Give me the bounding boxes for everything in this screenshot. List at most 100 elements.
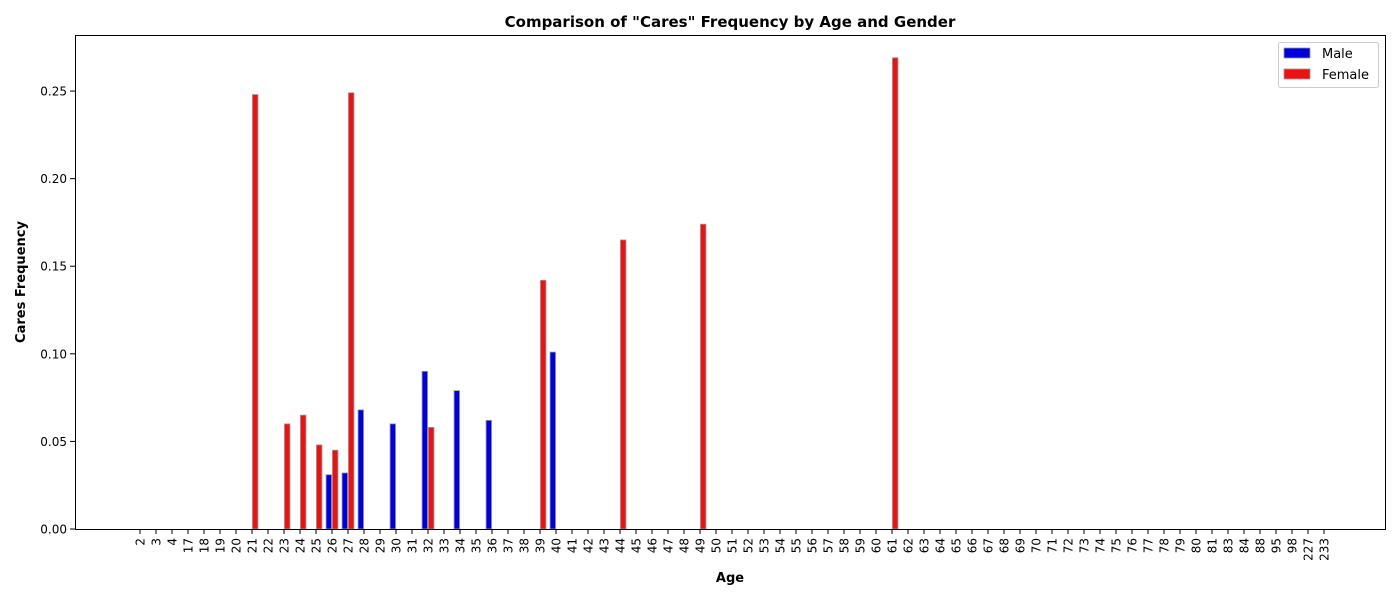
x-tick-label: 77: [1142, 538, 1156, 553]
female-bar-23: [284, 423, 291, 530]
y-tick-label: 0.15: [40, 260, 67, 274]
x-tick-label: 63: [918, 538, 932, 553]
x-tick-label: 17: [182, 538, 196, 553]
x-tick-label: 98: [1286, 538, 1300, 553]
chart-title: Comparison of "Cares" Frequency by Age a…: [505, 13, 956, 31]
x-tick-label: 33: [438, 538, 452, 553]
x-tick-label: 27: [342, 538, 356, 553]
x-tick-label: 65: [950, 538, 964, 553]
x-tick-label: 81: [1206, 538, 1220, 553]
x-tick-label: 45: [630, 538, 644, 553]
female-bar-32: [428, 426, 435, 530]
x-tick-label: 73: [1078, 538, 1092, 553]
x-tick-label: 24: [294, 538, 308, 553]
x-tick-label: 75: [1110, 538, 1124, 553]
x-tick-label: 44: [614, 538, 628, 553]
x-tick-label: 23: [278, 538, 292, 553]
x-tick-label: 67: [982, 538, 996, 553]
x-tick-label: 38: [518, 538, 532, 553]
x-tick-label: 84: [1238, 538, 1252, 553]
x-tick-label: 78: [1158, 538, 1172, 553]
x-tick-label: 68: [998, 538, 1012, 553]
y-tick-label: 0.05: [40, 435, 67, 449]
x-tick-label: 35: [470, 538, 484, 553]
x-tick-label: 66: [966, 538, 980, 553]
x-tick-label: 59: [854, 538, 868, 553]
male-bar-28: [357, 409, 364, 530]
x-tick-label: 60: [870, 538, 884, 553]
y-tick-label: 0.10: [40, 347, 67, 361]
male-bar-40: [549, 351, 556, 530]
x-tick-label: 32: [422, 538, 436, 553]
x-tick-label: 79: [1174, 538, 1188, 553]
x-tick-label: 21: [246, 538, 260, 553]
x-tick-label: 53: [758, 538, 772, 553]
female-bar-49: [700, 223, 707, 530]
x-tick-label: 51: [726, 538, 740, 553]
x-tick-label: 88: [1254, 538, 1268, 553]
x-tick-label: 26: [326, 538, 340, 553]
x-tick-label: 61: [886, 538, 900, 553]
plot-frame: [75, 35, 1386, 530]
x-tick-label: 43: [598, 538, 612, 553]
y-ticks: 0.00 0.05 0.10 0.15 0.20 0.25: [40, 85, 75, 537]
x-tick-label: 74: [1094, 538, 1108, 553]
legend-label-female: Female: [1322, 68, 1369, 83]
x-tick-label: 64: [934, 538, 948, 553]
bars-layer: [252, 57, 899, 530]
x-tick-label: 31: [406, 538, 420, 553]
x-tick-label: 80: [1190, 538, 1204, 553]
female-bar-26: [332, 449, 339, 530]
x-tick-label: 95: [1270, 538, 1284, 553]
female-bar-21: [252, 94, 259, 530]
female-bar-61: [892, 57, 899, 530]
x-tick-label: 18: [198, 538, 212, 553]
legend-swatch-male: [1283, 47, 1311, 59]
y-tick-label: 0.20: [40, 172, 67, 186]
x-tick-label: 69: [1014, 538, 1028, 553]
x-tick-label: 50: [710, 538, 724, 553]
male-bar-27: [341, 472, 348, 530]
x-tick-label: 47: [662, 538, 676, 553]
x-tick-label: 20: [230, 538, 244, 553]
female-bar-25: [316, 444, 323, 530]
male-bar-26: [325, 474, 332, 530]
y-axis-label: Cares Frequency: [14, 221, 29, 343]
x-tick-label: 22: [262, 538, 276, 553]
x-tick-label: 46: [646, 538, 660, 553]
female-bar-39: [540, 279, 547, 530]
x-tick-label: 34: [454, 538, 468, 553]
legend-label-male: Male: [1322, 47, 1353, 62]
x-tick-label: 62: [902, 538, 916, 553]
male-bar-36: [485, 419, 492, 530]
x-ticks: 2 3 4 17 18 19 20 21 22 23 24 25 26 27 28 29 30 31 32 33 34 3…: [134, 529, 1332, 561]
male-bar-30: [389, 423, 396, 530]
x-tick-label: 42: [582, 538, 596, 553]
y-tick-label: 0.25: [40, 85, 67, 99]
x-tick-label: 37: [502, 538, 516, 553]
x-tick-label: 52: [742, 538, 756, 553]
x-tick-label: 28: [358, 538, 372, 553]
x-tick-label: 56: [806, 538, 820, 553]
x-tick-label: 2: [134, 538, 148, 546]
x-tick-label: 72: [1062, 538, 1076, 553]
x-tick-label: 76: [1126, 538, 1140, 553]
x-tick-label: 55: [790, 538, 804, 553]
x-tick-label: 39: [534, 538, 548, 553]
x-tick-label: 25: [310, 538, 324, 553]
female-bar-24: [300, 414, 307, 530]
x-tick-label: 19: [214, 538, 228, 553]
legend: Male Female: [1278, 42, 1379, 88]
x-tick-label: 233: [1318, 538, 1332, 561]
legend-swatch-female: [1283, 68, 1311, 80]
x-tick-label: 30: [390, 538, 404, 553]
x-tick-label: 36: [486, 538, 500, 553]
x-tick-label: 48: [678, 538, 692, 553]
x-axis-label: Age: [716, 571, 744, 586]
y-tick-label: 0.00: [40, 523, 67, 537]
x-tick-label: 71: [1046, 538, 1060, 553]
x-tick-label: 3: [150, 538, 164, 546]
x-tick-label: 41: [566, 538, 580, 553]
